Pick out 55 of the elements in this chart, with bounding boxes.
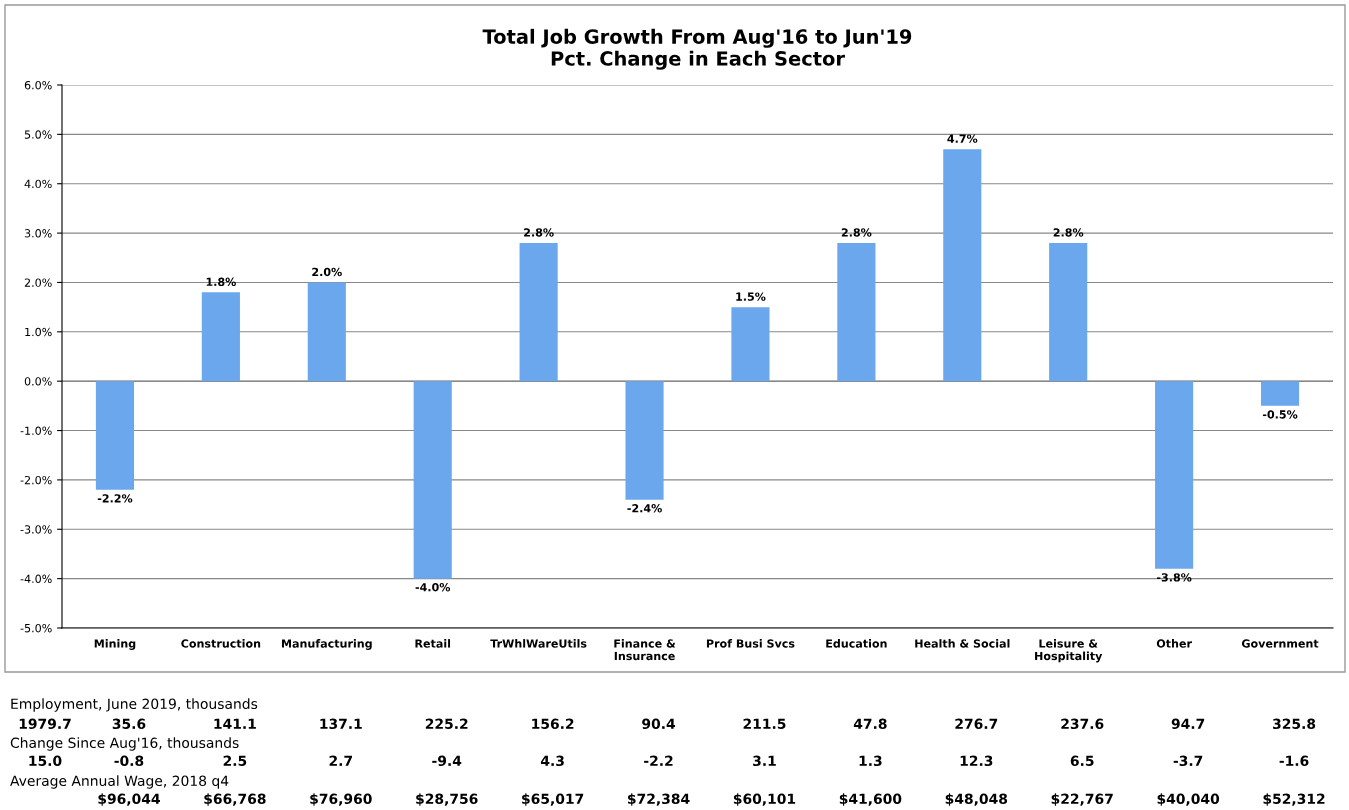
text: 15.0 -0.8 2.5 2.7 -9.4 4.3 -2.2 3.1 1.3 12.3 6.5 -3.7 -1.6 — [29, 755, 1309, 767]
bar — [413, 381, 452, 579]
x-tick-label: Finance & Insurance — [614, 639, 676, 661]
y-tick-label: 2.0% — [24, 278, 52, 287]
x-tick-label: Government — [1241, 639, 1319, 648]
x-tick-label: Health & Social — [915, 639, 1010, 648]
y-tick-label: 6.0% — [24, 80, 52, 90]
data-label: -4.0% — [415, 583, 451, 592]
x-tick-label: Other — [1156, 639, 1192, 648]
text: Employment, June 2019, thousands — [11, 698, 258, 712]
data-label: 1.5% — [736, 292, 766, 301]
data-label: -3.8% — [1157, 573, 1192, 582]
data-label: 2.8% — [524, 228, 554, 237]
y-tick-label: 0.0% — [24, 377, 52, 386]
y-tick-label: 5.0% — [24, 130, 52, 139]
y-tick-label: 3.0% — [24, 229, 52, 238]
bar — [1260, 381, 1300, 406]
x-tick-label: Manufacturing — [281, 639, 372, 650]
y-tick-label: -2.0% — [20, 475, 52, 485]
text: Change Since Aug'16, thousands — [10, 737, 239, 751]
bar — [95, 381, 135, 490]
bar — [519, 242, 558, 382]
y-tick-label: 4.0% — [24, 179, 52, 189]
y-tick-label: -1.0% — [20, 426, 52, 435]
chart-title: Total Job Growth From Aug'16 to Jun'19 Pct. Change in Each Sector — [482, 28, 912, 70]
data-label: 2.8% — [841, 228, 872, 237]
x-tick-label: Mining — [94, 639, 136, 650]
x-tick-label: Prof Busi Svcs — [706, 639, 795, 648]
bar — [307, 282, 346, 382]
y-tick-label: -5.0% — [20, 623, 52, 633]
bar — [837, 242, 876, 382]
data-label: 1.8% — [206, 277, 236, 287]
data-label: -2.2% — [97, 494, 133, 503]
data-label: 4.7% — [947, 134, 978, 143]
bar — [625, 381, 664, 500]
x-tick-label: Education — [826, 639, 887, 648]
x-tick-label: Retail — [415, 639, 451, 648]
data-label: -0.5% — [1262, 410, 1298, 419]
y-tick-label: 1.0% — [25, 327, 52, 337]
bar — [201, 292, 240, 382]
y-tick-label: -4.0% — [20, 574, 52, 584]
text: $96,044 $66,768 $76,960 $28,756 $65,017 $72,384 $60,101 $41,600 $48,048 $22,767 $40,040 $52,312 — [98, 793, 1325, 806]
bar — [1155, 381, 1194, 569]
x-tick-label: Construction — [181, 639, 261, 648]
data-label: 2.8% — [1053, 228, 1084, 237]
x-tick-label: Leisure & Hospitality — [1035, 639, 1103, 663]
y-tick-label: -3.0% — [20, 525, 52, 534]
bar — [1049, 242, 1088, 382]
bar — [731, 307, 770, 382]
text: Average Annual Wage, 2018 q4 — [10, 775, 229, 789]
data-label: -2.4% — [627, 504, 662, 513]
bar — [943, 149, 982, 382]
text: 1979.7 35.6 141.1 137.1 225.2 156.2 90.4 211.5 47.8 276.7 237.6 94.7 325.8 — [19, 718, 1316, 730]
x-tick-label: TrWhlWareUtils — [490, 639, 587, 648]
data-label: 2.0% — [312, 267, 342, 277]
